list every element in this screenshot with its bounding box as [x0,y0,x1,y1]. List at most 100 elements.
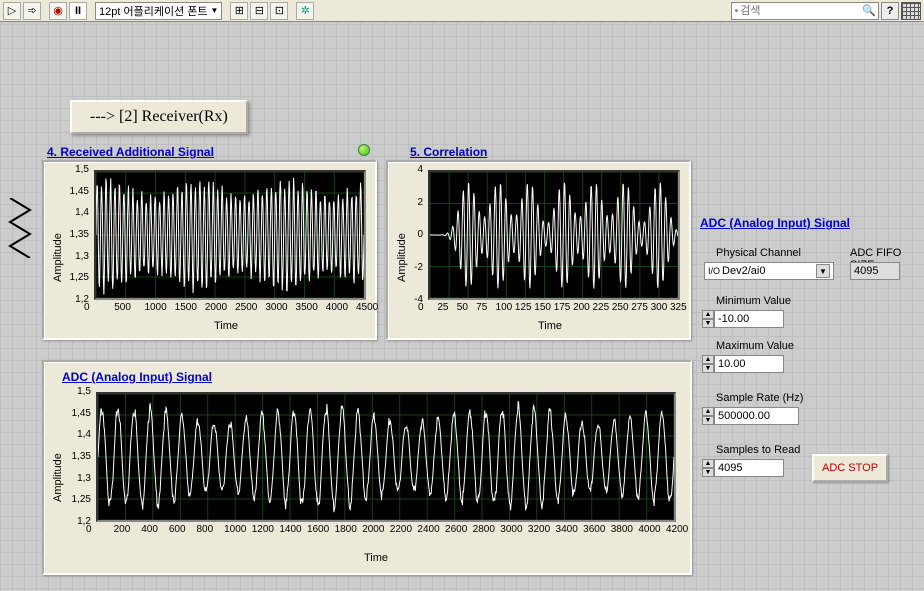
panel-correlation: Amplitude -4-2024 0255075100125150175200… [386,160,691,340]
xtick: 200 [114,524,131,535]
spin-down-icon[interactable]: ▼ [702,416,714,425]
xtick: 2800 [473,524,495,535]
label-phys-chan: Physical Channel [716,247,801,259]
xlabel-adc: Time [364,552,388,564]
ytick: 1,25 [59,272,89,283]
grid-toggle-icon[interactable] [901,2,921,20]
spin-up-icon[interactable]: ▲ [702,310,714,319]
xtick: 3500 [296,302,318,313]
run-continuous-icon[interactable]: ➾ [23,2,41,20]
chart-correlation [428,170,680,300]
ylabel-correlation: Amplitude [396,233,408,282]
ytick: 1,3 [59,251,89,262]
section-label-correlation: 5. Correlation [410,145,487,159]
xtick: 0 [418,302,424,313]
label-min: Minimum Value [716,295,791,307]
min-spinner[interactable]: ▲ ▼ [702,310,714,328]
search-icon[interactable]: 🔍 [862,4,876,17]
search-input[interactable] [740,5,860,17]
label-rate: Sample Rate (Hz) [716,392,803,404]
rate-spinner[interactable]: ▲ ▼ [702,407,714,425]
xtick: 2200 [390,524,412,535]
xtick: 50 [457,302,468,313]
spin-up-icon[interactable]: ▲ [702,407,714,416]
xtick: 125 [515,302,532,313]
max-spinner[interactable]: ▲ ▼ [702,355,714,373]
xtick: 2000 [205,302,227,313]
spin-up-icon[interactable]: ▲ [702,355,714,364]
min-input[interactable]: -10.00 [714,310,784,328]
search-box[interactable]: • 🔍 [731,2,879,20]
panel-adc: ADC (Analog Input) Signal Amplitude 1,21… [42,360,692,575]
label-max: Maximum Value [716,340,794,352]
settings-icon[interactable]: ✲ [296,2,314,20]
ytick: 1,25 [61,494,91,505]
xtick: 3000 [265,302,287,313]
spin-down-icon[interactable]: ▼ [702,364,714,373]
xtick: 2500 [235,302,257,313]
xtick: 3800 [611,524,633,535]
xtick: 0 [84,302,90,313]
section-label-adc: ADC (Analog Input) Signal [62,370,212,384]
abort-icon[interactable]: ◉ [49,2,67,20]
samples-spinner[interactable]: ▲ ▼ [702,459,714,477]
xtick: 275 [631,302,648,313]
xtick: 1600 [307,524,329,535]
xtick: 1400 [279,524,301,535]
panel-received: Amplitude 1,21,251,31,351,41,451,5 05001… [42,160,377,340]
top-toolbar: ▷ ➾ ◉ II 12pt 어플리케이션 폰트 ▼ ⊞ ⊟ ⊡ ✲ • 🔍 ? [0,0,924,22]
xtick: 3000 [500,524,522,535]
right-header: ADC (Analog Input) Signal [700,216,850,230]
xtick: 500 [114,302,131,313]
zigzag-icon [6,198,34,264]
xtick: 325 [670,302,687,313]
adc-stop-button[interactable]: ADC STOP [812,454,888,482]
ytick: 1,45 [61,408,91,419]
chart-received [94,170,366,300]
chevron-down-icon[interactable]: ▼ [816,264,830,278]
max-input[interactable]: 10.00 [714,355,784,373]
xtick: 4500 [356,302,378,313]
pause-icon[interactable]: II [69,2,87,20]
xtick: 25 [437,302,448,313]
xtick: 250 [612,302,629,313]
spin-down-icon[interactable]: ▼ [702,319,714,328]
xtick: 0 [86,524,92,535]
rate-input[interactable]: 500000.00 [714,407,799,425]
distribute-icon[interactable]: ⊟ [250,2,268,20]
receiver-button[interactable]: ---> [2] Receiver(Rx) [70,100,248,134]
ytick: 4 [393,164,423,175]
section-label-received: 4. Received Additional Signal [47,145,214,159]
ytick: 0 [393,229,423,240]
label-samples: Samples to Read [716,444,800,456]
xtick: 150 [534,302,551,313]
xtick: 3400 [556,524,578,535]
phys-chan-value: Dev2/ai0 [722,265,765,277]
xtick: 75 [476,302,487,313]
ytick: 1,3 [61,473,91,484]
xtick: 2600 [445,524,467,535]
run-icon[interactable]: ▷ [3,2,21,20]
reorder-icon[interactable]: ⊡ [270,2,288,20]
align-icon[interactable]: ⊞ [230,2,248,20]
ytick: 1,4 [61,429,91,440]
spin-down-icon[interactable]: ▼ [702,468,714,477]
xtick: 175 [554,302,571,313]
font-dropdown[interactable]: 12pt 어플리케이션 폰트 ▼ [95,2,222,20]
xtick: 1200 [252,524,274,535]
xtick: 1500 [175,302,197,313]
xtick: 400 [141,524,158,535]
xtick: 2400 [417,524,439,535]
spin-up-icon[interactable]: ▲ [702,459,714,468]
fifo-value: 4095 [850,262,900,280]
phys-chan-dropdown[interactable]: I/O Dev2/ai0 ▼ [704,262,834,280]
ytick: 1,35 [59,229,89,240]
samples-input[interactable]: 4095 [714,459,784,477]
xlabel-received: Time [214,320,238,332]
xtick: 800 [196,524,213,535]
help-icon[interactable]: ? [881,2,899,20]
xtick: 2000 [362,524,384,535]
xtick: 200 [573,302,590,313]
xtick: 4000 [326,302,348,313]
xtick: 3600 [583,524,605,535]
